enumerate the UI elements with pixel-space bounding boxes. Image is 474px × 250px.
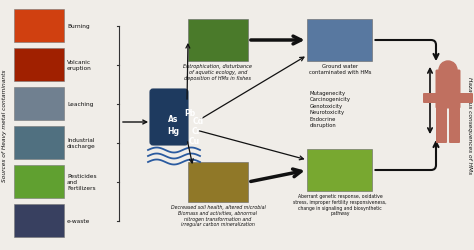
Text: Burning: Burning (67, 24, 90, 29)
Polygon shape (158, 102, 187, 132)
Circle shape (439, 62, 457, 80)
Bar (14, 204, 64, 237)
Text: Volcanic
eruption: Volcanic eruption (67, 60, 92, 70)
Bar (308, 150, 373, 191)
Text: Cu: Cu (189, 136, 200, 145)
Text: Sources of Heavy metal contaminants: Sources of Heavy metal contaminants (2, 70, 8, 182)
Bar (14, 165, 64, 198)
Text: Pb: Pb (184, 108, 196, 117)
Bar (14, 49, 64, 82)
Text: Pesticides
and
Fertilizers: Pesticides and Fertilizers (67, 174, 97, 190)
FancyBboxPatch shape (423, 94, 439, 104)
Bar (14, 88, 64, 120)
Text: Mutagenecity
Carcinogenicity
Genotoxicity
Neurotoxicity
Endocrine
disruption: Mutagenecity Carcinogenicity Genotoxicit… (310, 90, 350, 128)
Text: Industrial
discharge: Industrial discharge (67, 138, 96, 148)
Bar (308, 20, 373, 62)
Bar (188, 20, 248, 62)
FancyBboxPatch shape (150, 90, 188, 146)
Bar (14, 126, 64, 159)
Text: Hazardous consequences of HMs: Hazardous consequences of HMs (467, 77, 473, 174)
Text: Cr: Cr (191, 126, 201, 135)
FancyBboxPatch shape (436, 106, 447, 144)
Text: Leaching: Leaching (67, 102, 93, 106)
FancyBboxPatch shape (436, 70, 461, 109)
FancyBboxPatch shape (449, 106, 460, 144)
Bar (14, 10, 64, 43)
Text: As: As (168, 114, 178, 123)
Bar (188, 162, 248, 202)
FancyBboxPatch shape (457, 94, 473, 104)
Text: Hg: Hg (167, 126, 179, 135)
Text: Ground water
contaminated with HMs: Ground water contaminated with HMs (309, 64, 371, 74)
Text: Eutrophication, disturbance
of aquatic ecology, and
deposition of HMs in fishes: Eutrophication, disturbance of aquatic e… (183, 64, 253, 80)
Text: Cd: Cd (192, 116, 203, 125)
Text: e-waste: e-waste (67, 218, 91, 223)
Text: Decreased soil health, altered microbial
Biomass and activities, abnormal
nitrog: Decreased soil health, altered microbial… (171, 204, 265, 227)
Text: Aberrant genetic response, oxidative
stress, improper fertility responsiveness,
: Aberrant genetic response, oxidative str… (293, 193, 387, 216)
